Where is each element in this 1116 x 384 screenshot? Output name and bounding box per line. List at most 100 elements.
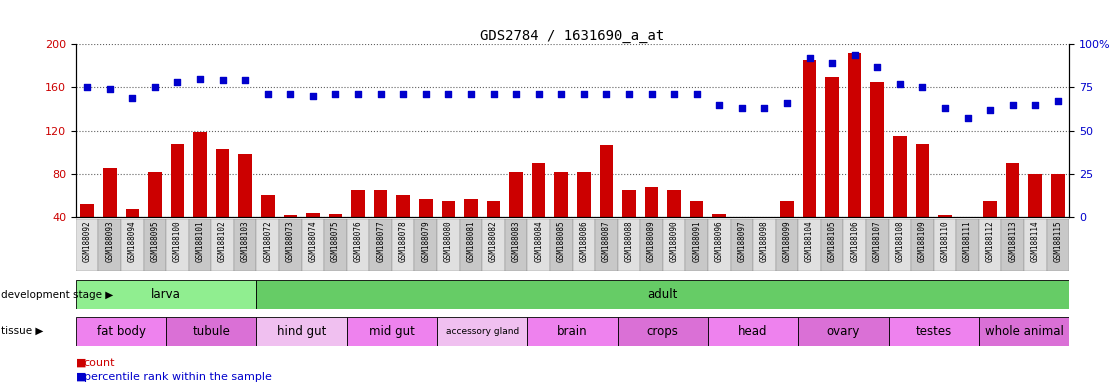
Text: GSM188082: GSM188082 — [489, 220, 498, 262]
Bar — [870, 82, 884, 260]
Bar — [396, 195, 410, 260]
Text: tissue ▶: tissue ▶ — [1, 326, 44, 336]
Bar — [848, 53, 862, 260]
Bar — [98, 219, 121, 271]
Point — [824, 60, 841, 66]
Bar — [239, 154, 252, 260]
Text: GSM188108: GSM188108 — [895, 220, 904, 262]
Bar — [301, 219, 324, 271]
Bar — [234, 219, 257, 271]
Point — [1003, 101, 1021, 108]
Bar — [279, 219, 301, 271]
Text: GSM188101: GSM188101 — [195, 220, 204, 262]
Point — [191, 76, 209, 82]
Text: GSM188085: GSM188085 — [557, 220, 566, 262]
Text: GSM188087: GSM188087 — [602, 220, 610, 262]
Bar — [211, 219, 234, 271]
Point — [597, 91, 615, 98]
Bar — [80, 204, 94, 260]
Bar — [712, 214, 727, 260]
Bar — [1051, 174, 1065, 260]
Bar — [934, 219, 956, 271]
Bar — [1006, 163, 1020, 260]
Text: GSM188113: GSM188113 — [1008, 220, 1017, 262]
Bar — [577, 172, 590, 260]
Text: brain: brain — [557, 325, 588, 338]
Text: GSM188105: GSM188105 — [828, 220, 837, 262]
Bar — [437, 219, 460, 271]
Bar — [193, 132, 206, 260]
Bar — [215, 149, 230, 260]
Bar — [708, 219, 731, 271]
Point — [733, 105, 751, 111]
Bar — [708, 317, 798, 346]
Text: GSM188088: GSM188088 — [625, 220, 634, 262]
Bar — [103, 168, 116, 260]
Text: crops: crops — [647, 325, 679, 338]
Bar — [418, 199, 433, 260]
Bar — [617, 219, 641, 271]
Bar — [528, 317, 617, 346]
Bar — [437, 317, 528, 346]
Bar — [798, 317, 888, 346]
Text: ■: ■ — [76, 372, 86, 382]
Point — [372, 91, 389, 98]
Point — [552, 91, 570, 98]
Point — [169, 79, 186, 85]
Point — [213, 78, 231, 84]
Text: larva: larva — [152, 288, 181, 301]
Bar — [599, 145, 613, 260]
Bar — [780, 201, 793, 260]
Point — [484, 91, 502, 98]
Text: GSM188079: GSM188079 — [421, 220, 431, 262]
Point — [530, 91, 548, 98]
Bar — [961, 238, 974, 260]
Bar — [261, 195, 275, 260]
Point — [100, 86, 118, 92]
Text: GSM188104: GSM188104 — [805, 220, 814, 262]
Point — [507, 91, 525, 98]
Point — [778, 100, 796, 106]
Bar — [369, 219, 392, 271]
Text: testes: testes — [915, 325, 952, 338]
Point — [440, 91, 458, 98]
Text: GSM188112: GSM188112 — [985, 220, 994, 262]
Text: GSM188077: GSM188077 — [376, 220, 385, 262]
Bar — [641, 219, 663, 271]
Bar — [464, 199, 478, 260]
Bar — [753, 219, 776, 271]
Bar — [911, 219, 934, 271]
Text: development stage ▶: development stage ▶ — [1, 290, 114, 300]
Text: fat body: fat body — [97, 325, 145, 338]
Bar — [550, 219, 573, 271]
Point — [891, 81, 908, 87]
Text: GSM188074: GSM188074 — [308, 220, 317, 262]
Bar — [595, 219, 617, 271]
Text: GSM188096: GSM188096 — [714, 220, 724, 262]
Bar — [555, 172, 568, 260]
Point — [124, 95, 142, 101]
Point — [349, 91, 367, 98]
Bar — [76, 317, 166, 346]
Bar — [1047, 219, 1069, 271]
Point — [394, 91, 412, 98]
Bar — [482, 219, 504, 271]
Text: GSM188073: GSM188073 — [286, 220, 295, 262]
Bar — [844, 219, 866, 271]
Point — [78, 84, 96, 91]
Text: GSM188084: GSM188084 — [535, 220, 543, 262]
Bar — [257, 219, 279, 271]
Text: GSM188106: GSM188106 — [850, 220, 859, 262]
Bar — [685, 219, 708, 271]
Bar — [148, 172, 162, 260]
Bar — [460, 219, 482, 271]
Bar — [324, 219, 347, 271]
Bar — [979, 317, 1069, 346]
Text: GSM188100: GSM188100 — [173, 220, 182, 262]
Text: GSM188083: GSM188083 — [511, 220, 520, 262]
Bar — [166, 317, 257, 346]
Bar — [888, 317, 979, 346]
Title: GDS2784 / 1631690_a_at: GDS2784 / 1631690_a_at — [480, 29, 665, 43]
Text: percentile rank within the sample: percentile rank within the sample — [84, 372, 271, 382]
Point — [846, 51, 864, 58]
